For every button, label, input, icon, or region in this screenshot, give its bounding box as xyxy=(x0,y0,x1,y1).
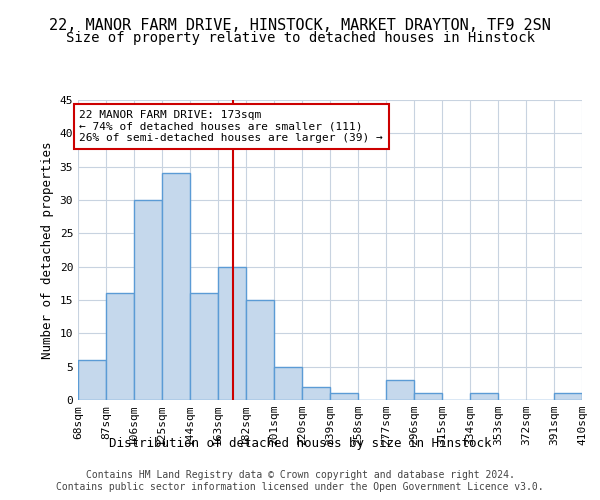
Text: Size of property relative to detached houses in Hinstock: Size of property relative to detached ho… xyxy=(65,31,535,45)
Text: 22, MANOR FARM DRIVE, HINSTOCK, MARKET DRAYTON, TF9 2SN: 22, MANOR FARM DRIVE, HINSTOCK, MARKET D… xyxy=(49,18,551,32)
Bar xyxy=(134,200,162,400)
Bar xyxy=(190,294,218,400)
Bar xyxy=(386,380,414,400)
Bar xyxy=(246,300,274,400)
Text: 22 MANOR FARM DRIVE: 173sqm
← 74% of detached houses are smaller (111)
26% of se: 22 MANOR FARM DRIVE: 173sqm ← 74% of det… xyxy=(79,110,383,143)
Text: Contains HM Land Registry data © Crown copyright and database right 2024.: Contains HM Land Registry data © Crown c… xyxy=(86,470,514,480)
Bar xyxy=(554,394,582,400)
Bar xyxy=(470,394,498,400)
Text: Distribution of detached houses by size in Hinstock: Distribution of detached houses by size … xyxy=(109,438,491,450)
Text: Contains public sector information licensed under the Open Government Licence v3: Contains public sector information licen… xyxy=(56,482,544,492)
Bar xyxy=(162,174,190,400)
Bar xyxy=(330,394,358,400)
Bar xyxy=(302,386,330,400)
Bar xyxy=(274,366,302,400)
Bar xyxy=(218,266,246,400)
Bar xyxy=(414,394,442,400)
Bar xyxy=(106,294,134,400)
Bar xyxy=(78,360,106,400)
Y-axis label: Number of detached properties: Number of detached properties xyxy=(41,141,54,359)
